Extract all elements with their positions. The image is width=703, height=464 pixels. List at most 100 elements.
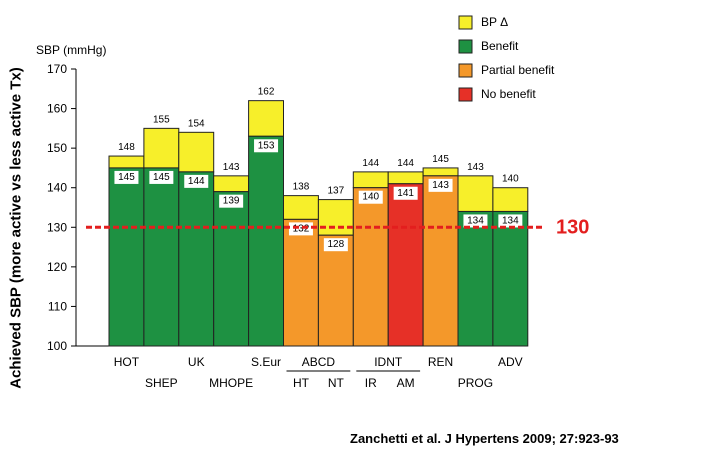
bar-achieved (108, 167, 145, 347)
bar-achieved (422, 175, 459, 347)
bar-value-box (149, 170, 174, 184)
bar-value-label: 134 (502, 215, 519, 226)
y-unit-label: SBP (mmHg) (36, 43, 106, 57)
bar-bp-delta (457, 175, 494, 212)
category-label: S.Eur (251, 355, 281, 369)
bar-value-box (184, 174, 209, 188)
reference-line-label: 130 (556, 216, 589, 238)
y-tick-label: 170 (47, 62, 67, 76)
bar-top-label: 145 (432, 154, 449, 165)
category-label: IR (365, 376, 377, 390)
legend-label: No benefit (481, 87, 536, 101)
y-axis-label: Achieved SBP (more active vs less active… (8, 67, 25, 389)
bar-bp-delta (492, 187, 529, 212)
bar-value-box (498, 214, 523, 228)
category-label: UK (188, 355, 205, 369)
bar-bp-delta (422, 167, 459, 177)
bar-top-label: 148 (118, 142, 135, 153)
bar-value-box (114, 170, 139, 184)
legend-label: Partial benefit (481, 63, 555, 77)
bar-value-label: 143 (432, 180, 449, 191)
bar-value-box (219, 194, 244, 208)
bar-bp-delta (387, 171, 424, 185)
bar-value-label: 132 (293, 223, 310, 234)
legend-swatch (458, 87, 473, 102)
y-tick-label: 100 (47, 339, 67, 353)
bar-value-box (254, 139, 279, 153)
bar-value-label: 140 (362, 192, 379, 203)
y-tick-label: 140 (47, 181, 67, 195)
category-label: MHOPE (209, 376, 253, 390)
bar-achieved (492, 210, 529, 347)
bar-achieved (248, 135, 285, 347)
category-labels: HOT SHEP UK MHOPE S.Eur HT NT IR AM REN PROG ADV ABC… (114, 355, 523, 390)
category-label: NT (328, 376, 345, 390)
bar-top-label: 144 (397, 158, 414, 169)
bar-value-label: 145 (118, 172, 135, 183)
legend: BP Δ Benefit Partial benefit No benefit (458, 15, 555, 102)
bar-achieved (352, 187, 389, 347)
bar-value-box (358, 190, 383, 204)
legend-label: BP Δ (481, 15, 508, 29)
citation: Zanchetti et al. J Hypertens 2009; 27:92… (350, 431, 619, 446)
bar-value-box (393, 186, 418, 200)
bar-achieved (317, 234, 354, 347)
legend-label: Benefit (481, 39, 519, 53)
bar-top-label: 140 (502, 174, 519, 185)
category-label: SHEP (145, 376, 178, 390)
bar-value-label: 134 (467, 215, 484, 226)
y-tick-label: 160 (47, 102, 67, 116)
bar-achieved (213, 191, 250, 347)
bar-value-label: 128 (328, 239, 345, 250)
category-label: ADV (498, 355, 523, 369)
bar-achieved (387, 183, 424, 347)
bar-achieved (178, 171, 215, 347)
bar-top-label: 137 (328, 186, 345, 197)
bar-value-box (463, 214, 488, 228)
bar-achieved (283, 218, 319, 347)
y-tick-label: 150 (47, 141, 67, 155)
category-label: HOT (114, 355, 140, 369)
group-label: IDNT (374, 355, 403, 369)
bar-achieved (143, 167, 180, 347)
bar-top-label: 143 (223, 162, 240, 173)
bars (108, 100, 529, 347)
bar-top-label: 155 (153, 114, 170, 125)
bar-bp-delta (352, 171, 389, 189)
bar-achieved (457, 210, 494, 347)
bar-bp-delta (178, 131, 215, 173)
bar-bp-delta (213, 175, 250, 193)
bar-bp-delta (143, 127, 180, 169)
legend-swatch (458, 39, 473, 54)
group-label: ABCD (302, 355, 336, 369)
bar-labels: 148 145 155 145 154 144 143 139 162 153 138 132 137 1… (114, 87, 523, 252)
bar-value-label: 144 (188, 176, 205, 187)
bar-bp-delta (317, 199, 354, 236)
bar-top-label: 138 (293, 182, 310, 193)
category-label: REN (428, 355, 453, 369)
bar-value-label: 139 (223, 196, 240, 207)
y-tick-label: 110 (48, 299, 67, 313)
bar-value-box (428, 178, 453, 192)
bar-top-label: 144 (362, 158, 379, 169)
bar-value-box (323, 238, 348, 252)
bar-value-box (288, 222, 313, 236)
bar-bp-delta (248, 100, 285, 137)
legend-swatch (458, 15, 473, 30)
bar-bp-delta (108, 155, 145, 169)
category-label: AM (397, 376, 415, 390)
bar-value-label: 145 (153, 172, 170, 183)
legend-swatch (458, 63, 473, 78)
category-label: PROG (458, 376, 493, 390)
bar-value-label: 153 (258, 140, 275, 151)
y-tick-label: 130 (47, 220, 67, 234)
bar-top-label: 162 (258, 87, 275, 98)
y-tick-label: 120 (47, 260, 67, 274)
bar-bp-delta (283, 195, 319, 220)
bar-top-label: 143 (467, 162, 484, 173)
bar-value-label: 141 (397, 188, 414, 199)
category-label: HT (293, 376, 310, 390)
reference-line: 130 (86, 216, 589, 238)
bar-top-label: 154 (188, 118, 205, 129)
